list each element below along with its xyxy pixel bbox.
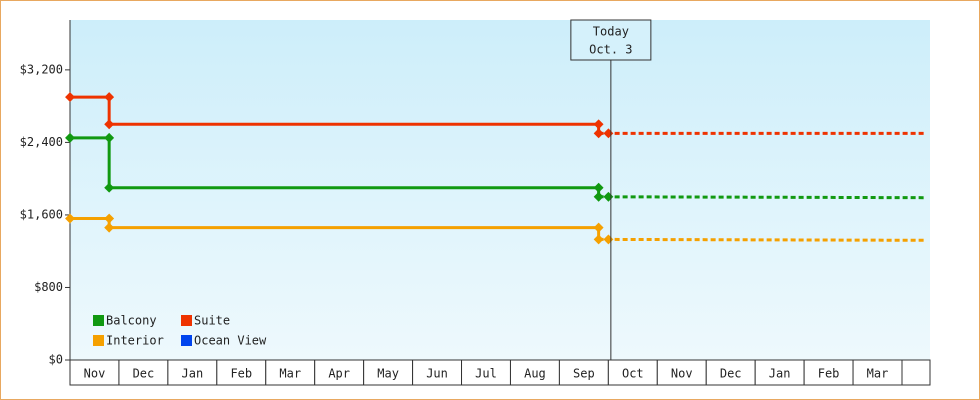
today-label: Oct. 3: [589, 43, 632, 57]
price-marker: [65, 132, 75, 143]
x-category-cell: [69, 359, 120, 386]
price-marker: [593, 182, 604, 193]
today-box: [570, 19, 652, 61]
x-tick-label: Nov: [671, 367, 693, 381]
price-marker: [593, 191, 604, 202]
x-category-cell: [803, 359, 854, 386]
price-marker: [65, 213, 75, 224]
x-tick-label: Feb: [230, 367, 252, 381]
x-tick-label: Feb: [818, 367, 840, 381]
x-tick-label: Sep: [573, 367, 595, 381]
x-tick-label: May: [377, 367, 399, 381]
x-tick-label: Jan: [182, 367, 204, 381]
x-tick-label: Jun: [426, 367, 448, 381]
legend-label: Suite: [194, 314, 230, 328]
x-tick-label: Apr: [328, 367, 350, 381]
x-tick-label: Oct: [622, 367, 644, 381]
legend-swatch: [181, 315, 192, 326]
price-marker: [104, 222, 115, 233]
price-marker: [104, 132, 115, 143]
price-marker: [593, 222, 604, 233]
price-marker: [593, 128, 604, 139]
x-category-cell: [265, 359, 316, 386]
legend-swatch: [93, 335, 104, 346]
price-marker: [104, 92, 115, 103]
x-category-cell: [412, 359, 463, 386]
x-category-cell: [118, 359, 169, 386]
x-category-cell: [509, 359, 560, 386]
legend-label: Interior: [106, 334, 164, 348]
legend-label: Ocean View: [194, 334, 267, 348]
price-marker: [104, 119, 115, 130]
price-marker: [65, 92, 75, 103]
y-tick-label: $800: [34, 280, 63, 294]
x-category-cell: [607, 359, 658, 386]
x-tick-label: Dec: [133, 367, 155, 381]
x-tick-label: Jul: [475, 367, 497, 381]
plot-area: [70, 20, 930, 360]
price-marker: [104, 182, 115, 193]
x-tick-label: Aug: [524, 367, 546, 381]
legend-swatch: [93, 315, 104, 326]
x-tick-label: Nov: [84, 367, 106, 381]
y-tick-label: $2,400: [20, 135, 63, 149]
x-category-cell: [852, 359, 903, 386]
x-tick-label: Dec: [720, 367, 742, 381]
x-category-cell: [656, 359, 707, 386]
legend-swatch: [181, 335, 192, 346]
x-category-cell: [167, 359, 218, 386]
x-tick-label: Mar: [867, 367, 889, 381]
x-axis-blank-cell: [901, 359, 931, 386]
legend-label: Balcony: [106, 314, 157, 328]
x-tick-label: Jan: [769, 367, 791, 381]
y-tick-label: $3,200: [20, 62, 63, 76]
price-marker: [593, 234, 604, 245]
y-tick-label: $0: [49, 353, 63, 367]
x-category-cell: [754, 359, 805, 386]
y-tick-label: $1,600: [20, 207, 63, 221]
price-marker: [104, 213, 115, 224]
today-label: Today: [593, 25, 629, 39]
x-category-cell: [216, 359, 267, 386]
price-marker: [593, 119, 604, 130]
x-tick-label: Mar: [279, 367, 301, 381]
